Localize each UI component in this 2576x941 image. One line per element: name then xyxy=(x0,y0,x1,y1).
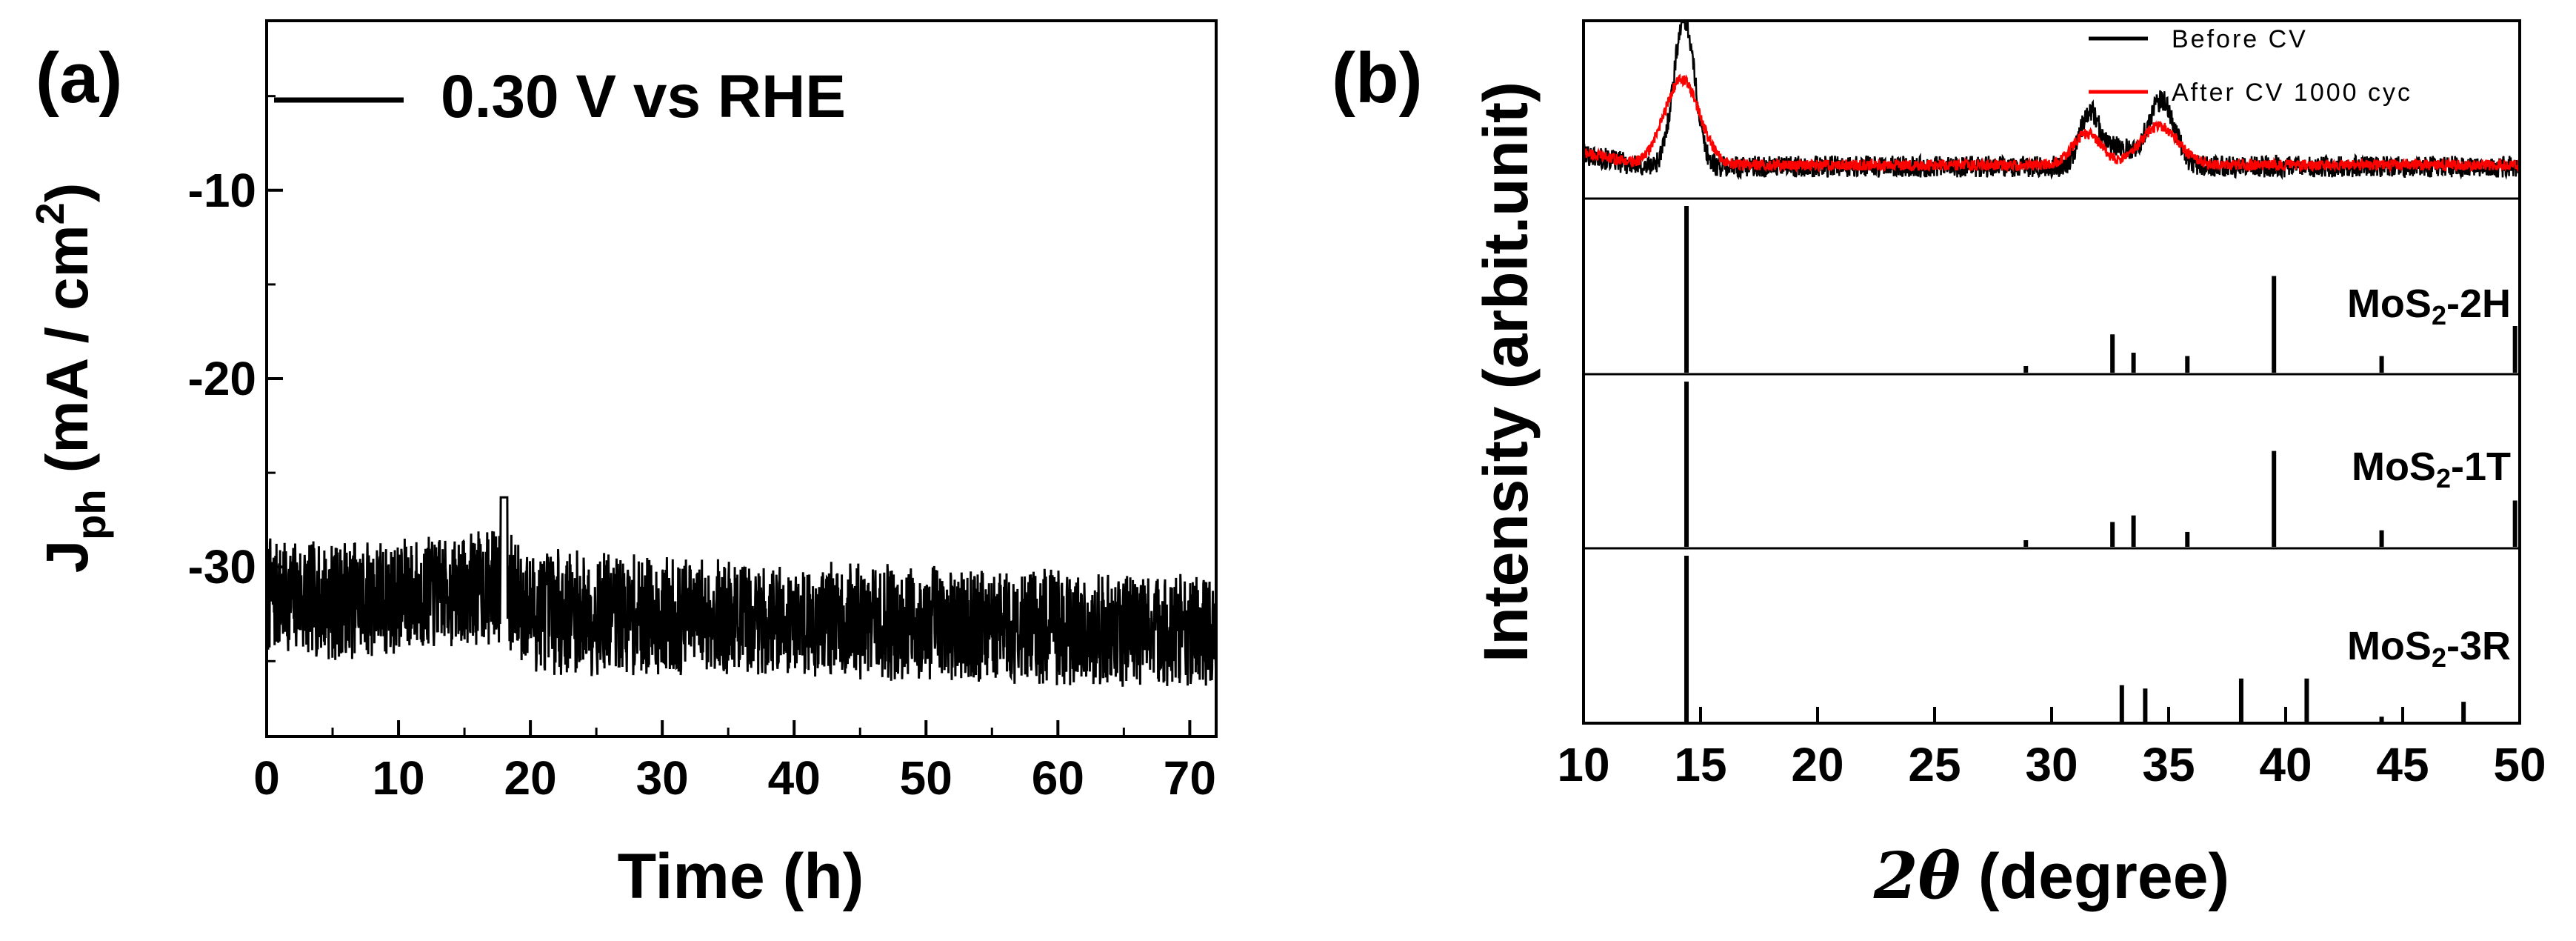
panel-b-x-tick-label: 30 xyxy=(2025,738,2078,791)
panel-b-x-ticks: 10 15 20 25 30 35 40 45 50 xyxy=(1557,707,2546,791)
panel-b-x-axis-label: 2θ (degree) xyxy=(1873,839,2229,914)
panel-b-x-tick-label: 50 xyxy=(2493,738,2546,791)
panel-a-legend-label: 0.30 V vs RHE xyxy=(441,63,846,130)
panel-a-y-label-sup: 2 xyxy=(28,202,73,225)
panel-b-x-tick-label: 35 xyxy=(2142,738,2195,791)
panel-b: (b) 10 15 20 25 30 35 40 45 50 Before CV After C… xyxy=(1332,19,2546,914)
panel-a-x-tick-label: 10 xyxy=(372,751,424,805)
panel-b-y-axis-label: Intensity (arbit.unit) xyxy=(1471,82,1541,662)
panel-b-x-label-rest: (degree) xyxy=(1961,841,2229,912)
panel-a-y-axis-label: Jph (mA / cm2) xyxy=(28,183,114,573)
panel-b-ref-2h-pre: MoS xyxy=(2347,282,2432,326)
panel-b-reference-sticks xyxy=(1684,206,2517,722)
panel-b-ref-2h-post: -2H xyxy=(2446,282,2511,326)
panel-a-x-tick-label: 40 xyxy=(768,751,821,805)
panel-b-legend-label-after: After CV 1000 cyc xyxy=(2172,79,2412,107)
panel-b-plot-frame xyxy=(1582,19,2521,725)
panel-a-x-tick-label: 60 xyxy=(1032,751,1084,805)
panel-a-y-ticks: -10 -20 -30 xyxy=(188,95,283,662)
panel-a-y-tick-label: -30 xyxy=(188,540,257,593)
panel-a-x-tick-label: 70 xyxy=(1164,751,1216,805)
panel-a-label: (a) xyxy=(36,39,122,118)
panel-b-ref-1t-post: -1T xyxy=(2451,445,2511,489)
panel-b-ref-3r-post: -3R xyxy=(2446,624,2511,668)
panel-b-x-tick-label: 25 xyxy=(1908,738,1961,791)
panel-b-ref-label-3r: MoS2-3R xyxy=(2347,624,2511,673)
panel-b-x-tick-label: 40 xyxy=(2259,738,2312,791)
panel-a-x-tick-label: 50 xyxy=(900,751,952,805)
panel-a-y-tick-label: -20 xyxy=(188,352,257,405)
panel-b-ref-2h-sub: 2 xyxy=(2432,300,2446,330)
panel-a-series-line xyxy=(265,496,1218,687)
panel-a-y-label-rest: (mA / cm xyxy=(34,225,100,489)
panel-b-x-tick-label: 20 xyxy=(1791,738,1843,791)
panel-a-y-tick-label: -10 xyxy=(188,164,257,217)
panel-b-x-label-symbol: 2θ xyxy=(1873,839,1961,914)
panel-a: (a) 0 10 20 30 40 50 60 70 -10 -20 -30 0.30 V vs … xyxy=(28,19,1218,912)
panel-a-x-ticks: 0 10 20 30 40 50 60 70 xyxy=(253,720,1216,805)
panel-a-x-tick-label: 0 xyxy=(253,751,280,805)
panel-a-y-label-close: ) xyxy=(34,183,100,203)
panel-b-ref-1t-sub: 2 xyxy=(2436,463,2451,493)
panel-a-y-label-sub: ph xyxy=(67,489,114,539)
panel-a-x-tick-label: 30 xyxy=(636,751,689,805)
panel-b-x-tick-label: 45 xyxy=(2376,738,2429,791)
panel-b-ref-3r-sub: 2 xyxy=(2432,642,2446,673)
panel-a-y-label-main: J xyxy=(34,540,100,573)
panel-b-ref-label-1t: MoS2-1T xyxy=(2352,445,2511,493)
panel-b-label: (b) xyxy=(1332,39,1423,118)
panel-b-xrd-patterns xyxy=(1582,21,2521,181)
panel-b-ref-3r-pre: MoS xyxy=(2347,624,2432,668)
panel-b-x-tick-label: 15 xyxy=(1674,738,1726,791)
panel-b-xrd-line xyxy=(1582,73,2521,174)
panel-b-ref-label-2h: MoS2-2H xyxy=(2347,282,2511,330)
panel-a-x-axis-label: Time (h) xyxy=(618,841,864,912)
panel-a-x-tick-label: 20 xyxy=(504,751,557,805)
panel-a-series xyxy=(265,496,1218,687)
panel-b-x-tick-label: 10 xyxy=(1557,738,1609,791)
panel-b-legend-label-before: Before CV xyxy=(2172,25,2308,53)
panel-b-ref-1t-pre: MoS xyxy=(2352,445,2436,489)
